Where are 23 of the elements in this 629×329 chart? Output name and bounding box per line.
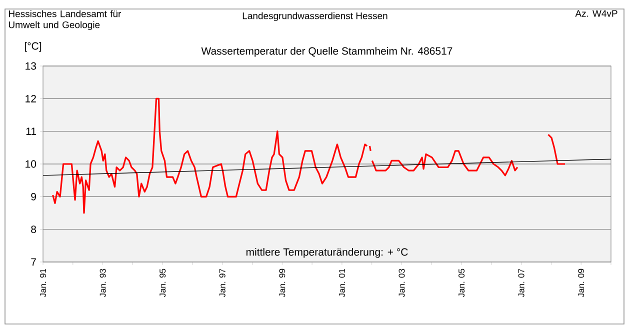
x-tick-label: Jan. 05	[458, 268, 465, 298]
x-tick-label: Jan. 91	[40, 268, 46, 298]
x-tick-label: Jan. 07	[518, 268, 524, 298]
y-tick-label: 8	[31, 226, 36, 234]
x-tick-label: Jan. 03	[398, 268, 405, 298]
x-tick-label: Jan. 09	[578, 268, 584, 298]
y-axis-title: [°C]	[24, 42, 42, 52]
x-tick-label: Jan. 93	[100, 268, 106, 298]
y-tick-label: 10	[26, 160, 36, 168]
text: Landesgrundwasserdienst Hessen	[242, 12, 388, 22]
chart-title: Wassertemperatur der Quelle Stammheim Nr. 486517	[201, 47, 452, 57]
x-tick-label: Jan. 97	[219, 268, 226, 298]
x-tick-label: Jan. 99	[279, 268, 286, 298]
x-tick-label: Jan. 01	[338, 268, 345, 298]
y-tick-label: 7	[31, 258, 36, 266]
y-tick-label: 9	[31, 192, 36, 200]
annotation: mittlere Temperaturänderung: + °C	[246, 248, 408, 258]
text: Hessisches Landesamt für Umwelt und Geologie	[8, 10, 122, 30]
text: Az. W4vP	[575, 10, 618, 17]
x-tick-label: Jan. 95	[160, 268, 166, 298]
y-tick-label: 12	[26, 95, 36, 102]
y-tick-label: 11	[26, 128, 36, 135]
y-tick-label: 13	[26, 62, 36, 70]
